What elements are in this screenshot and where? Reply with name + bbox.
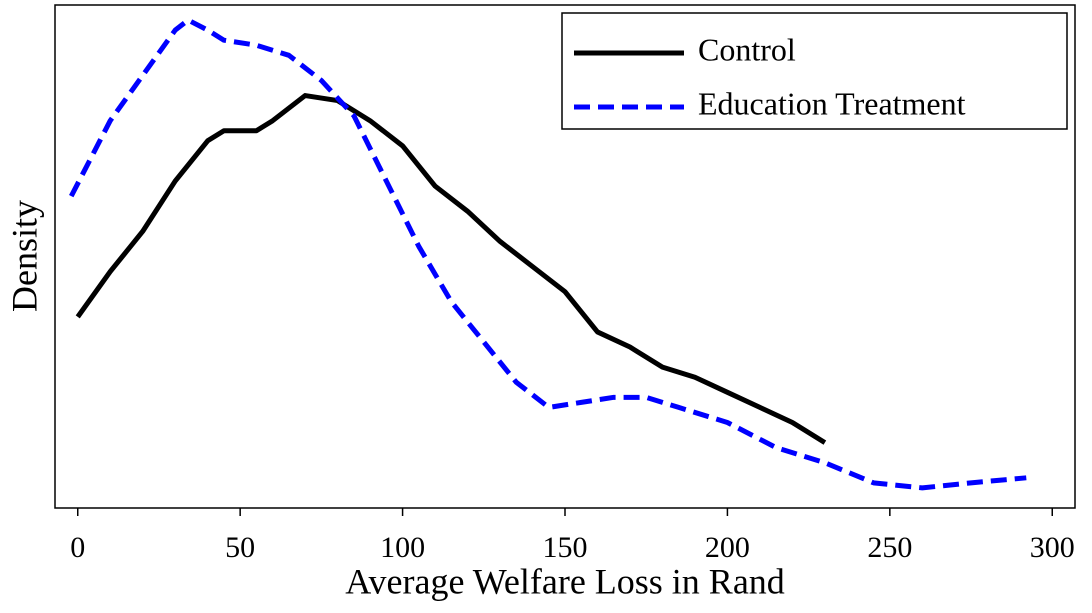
x-tick-label: 0 (70, 531, 85, 564)
series-line (75, 93, 827, 445)
x-tick-label: 150 (543, 531, 588, 564)
legend-box (561, 12, 1068, 130)
series-line (69, 17, 1027, 491)
y-axis-label: Density (4, 200, 44, 312)
x-tick-label: 300 (1030, 531, 1075, 564)
x-tick-label: 200 (705, 531, 750, 564)
x-tick-label: 250 (867, 531, 912, 564)
legend-label: Education Treatment (698, 85, 966, 121)
x-tick-label: 50 (225, 531, 255, 564)
x-tick-label: 100 (380, 531, 425, 564)
x-axis-label: Average Welfare Loss in Rand (345, 561, 785, 601)
legend-label: Control (698, 31, 796, 67)
